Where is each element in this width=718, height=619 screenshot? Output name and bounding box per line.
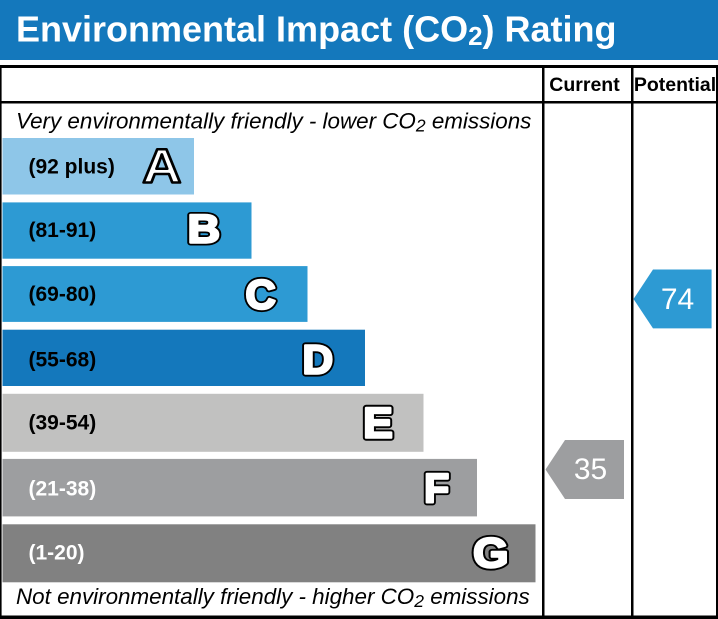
svg-text:74: 74: [661, 283, 694, 316]
svg-text:(21-38): (21-38): [29, 477, 97, 500]
svg-text:(69-80): (69-80): [29, 283, 97, 306]
svg-text:B: B: [188, 208, 220, 252]
svg-text:D: D: [303, 337, 334, 382]
svg-text:Very environmentally friendly: Very environmentally friendly - lower CO…: [16, 108, 531, 135]
svg-text:Current: Current: [549, 74, 620, 96]
svg-text:E: E: [363, 400, 393, 447]
svg-text:(39-54): (39-54): [29, 412, 97, 435]
svg-text:A: A: [142, 138, 181, 193]
svg-text:F: F: [424, 465, 449, 511]
svg-text:G: G: [473, 531, 508, 577]
svg-text:Not environmentally friendly -: Not environmentally friendly - higher CO…: [16, 584, 530, 611]
svg-text:Environmental Impact (CO2) Rat: Environmental Impact (CO2) Rating: [16, 9, 617, 52]
svg-text:F: F: [424, 465, 449, 511]
svg-text:G: G: [473, 531, 508, 577]
svg-text:35: 35: [574, 453, 607, 486]
svg-text:C: C: [245, 272, 275, 318]
svg-text:(92 plus): (92 plus): [29, 155, 115, 178]
svg-text:(81-91): (81-91): [29, 219, 97, 242]
svg-text:Potential: Potential: [634, 74, 716, 96]
svg-text:D: D: [303, 337, 334, 382]
svg-text:B: B: [188, 208, 220, 252]
svg-text:E: E: [363, 400, 393, 447]
svg-text:(55-68): (55-68): [29, 349, 97, 372]
svg-text:(1-20): (1-20): [29, 541, 85, 564]
svg-text:C: C: [245, 272, 275, 318]
